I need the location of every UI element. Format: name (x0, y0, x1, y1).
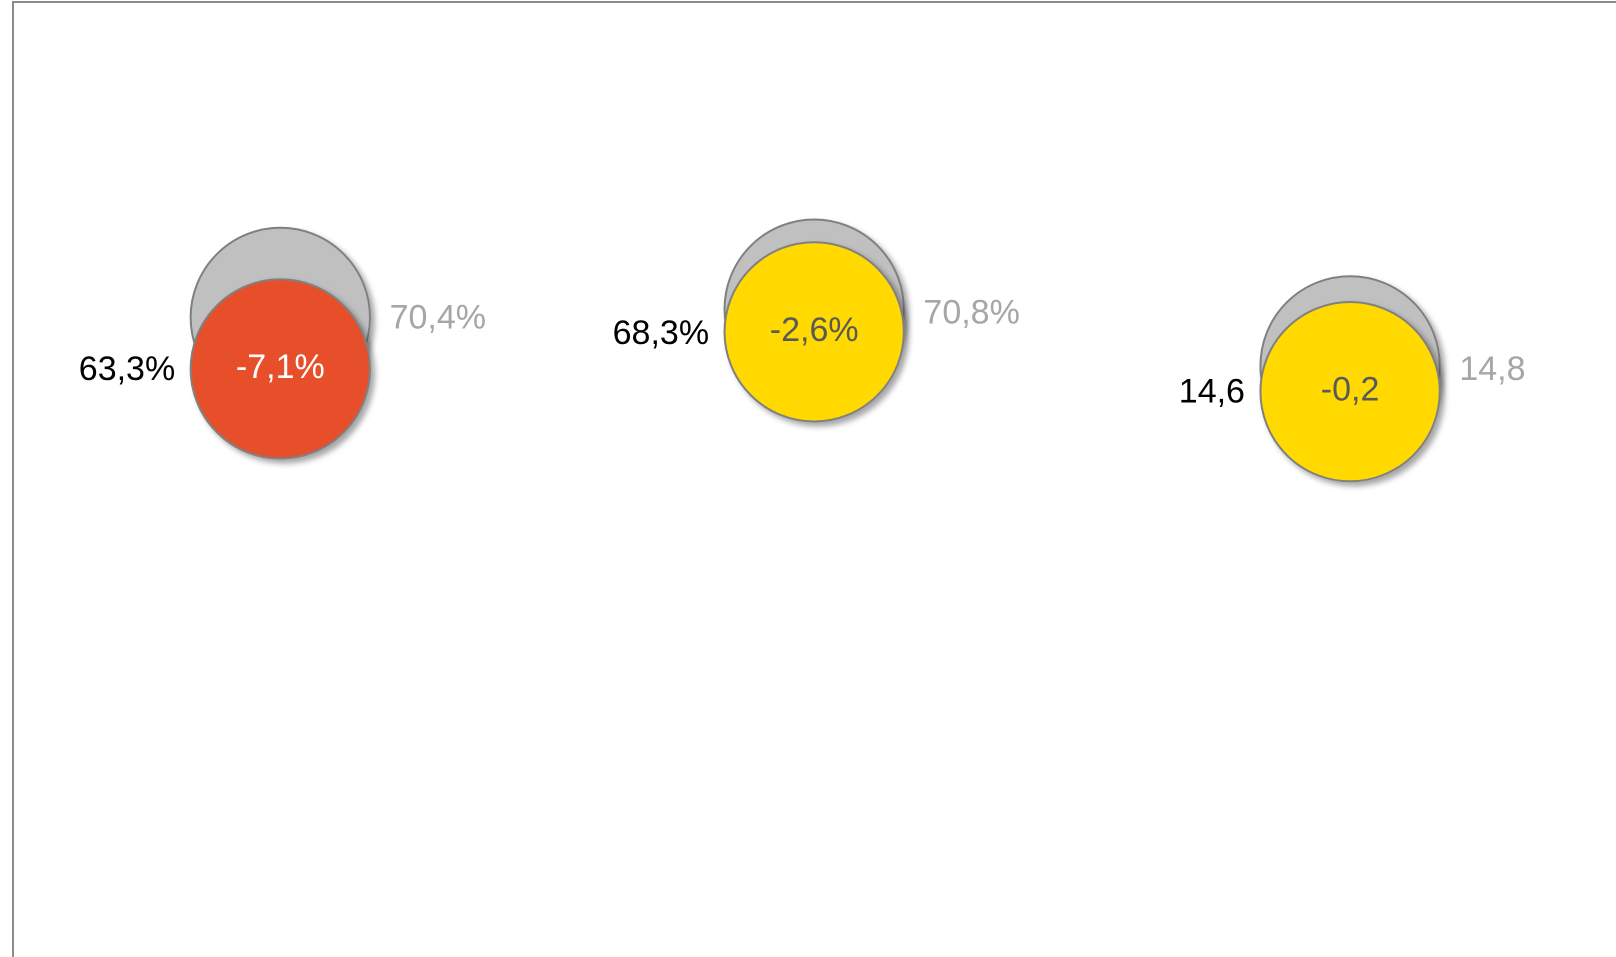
change-label: -2,6% (770, 311, 859, 349)
current-label: 68,3% (613, 314, 709, 352)
previous-label: 70,8% (923, 293, 1019, 331)
current-bubble (1259, 300, 1441, 483)
current-bubble (723, 241, 905, 423)
change-label: -0,2 (1321, 371, 1380, 409)
current-label: 14,6 (1179, 373, 1245, 411)
change-label: -7,1% (236, 348, 325, 386)
frame (12, 1, 1616, 957)
current-bubble (189, 278, 371, 460)
previous-label: 14,8 (1459, 350, 1525, 388)
current-label: 63,3% (79, 350, 175, 388)
previous-label: 70,4% (390, 298, 486, 336)
